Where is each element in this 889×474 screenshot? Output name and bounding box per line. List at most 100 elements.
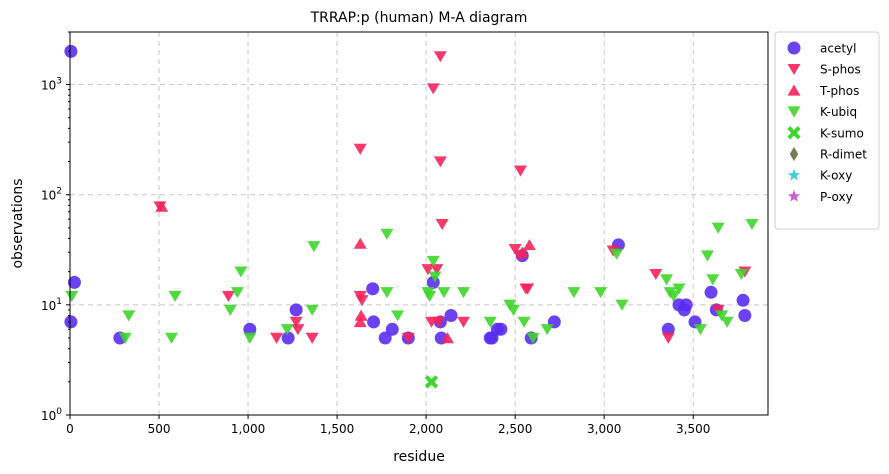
y-tick-label-exponent: 2 [56,187,62,197]
y-tick-label-base: 10 [41,299,56,313]
point-k-ubiq [118,332,132,344]
legend-marker-t-phos [787,84,801,96]
point-k-ubiq [745,218,759,231]
legend-marker-k-sumo [787,126,801,140]
point-s-phos [433,51,447,63]
point-s-phos [355,295,369,307]
point-k-ubiq [380,287,394,299]
point-acetyl [243,322,257,336]
point-s-phos [508,244,522,256]
point-k-ubiq [715,310,729,322]
point-k-ubiq [517,316,531,328]
chart-title: TRRAP:p (human) M-A diagram [310,10,528,26]
point-s-phos [435,218,449,231]
x-tick-label: 500 [148,422,171,436]
point-t-phos [440,332,454,344]
legend-marker-k-ubiq [787,106,801,118]
point-s-phos [433,156,447,168]
x-tick-label: 2,500 [498,422,532,436]
point-acetyl [67,275,81,289]
point-k-ubiq [615,299,629,311]
y-tick-label: 101 [41,297,62,313]
point-acetyl [64,44,78,58]
point-s-phos [432,316,446,328]
point-t-phos [515,246,529,258]
legend-label: K-sumo [820,126,864,140]
point-s-phos [711,304,725,316]
y-tick-label-exponent: 1 [56,297,62,307]
point-acetyl [679,298,693,312]
point-t-phos [155,200,169,212]
point-s-phos [289,316,303,328]
point-acetyl [738,309,752,323]
x-tick-label: 1,500 [320,422,354,436]
point-s-phos [457,316,471,328]
x-tick-label: 2,000 [409,422,443,436]
point-k-ubiq [437,287,451,299]
axis-ticks: 0 500 1,000 1,500 2,000 2,500 3,000 3,500100101… [41,31,710,436]
point-s-phos [421,264,435,276]
point-k-sumo [424,375,439,389]
point-acetyl [378,331,392,345]
point-s-phos [521,283,535,295]
y-tick-label-exponent: 0 [56,407,62,417]
legend-label: R-dimet [820,148,867,162]
point-acetyl [366,282,380,296]
point-k-ubiq [122,310,136,322]
point-acetyl [736,293,750,307]
point-k-ubiq [711,222,725,234]
point-k-ubiq [428,271,442,283]
point-k-ubiq [700,250,714,262]
point-acetyl [494,322,508,336]
y-tick-label-base: 10 [41,409,56,423]
point-k-ubiq [423,290,437,302]
legend-marker-r-dimet [789,146,799,162]
point-k-ubiq [280,324,294,336]
point-s-phos [305,332,319,344]
point-k-ubiq [230,287,244,299]
point-t-phos [522,239,536,251]
plot-area-frame [69,31,769,416]
point-k-ubiq [426,255,440,267]
point-t-phos [353,316,367,328]
point-k-ubiq [660,274,674,286]
point-acetyl [281,331,295,345]
legend-marker-k-oxy [787,168,801,181]
x-tick-label: 1,000 [231,422,265,436]
y-tick-label: 103 [41,77,62,93]
point-k-ubiq [164,332,178,344]
legend-label: K-ubiq [820,105,857,119]
point-k-ubiq [567,287,581,299]
point-k-ubiq [234,266,248,278]
legend-marker-p-oxy [787,189,801,202]
point-k-ubiq [380,228,394,240]
point-k-ubiq [526,332,540,344]
legend: acetyl S-phos T-phos K-ubiq K-sumo R-dimet K-o… [774,31,880,230]
y-tick-label: 100 [41,407,62,423]
point-acetyl [289,303,303,317]
legend-label: acetyl [820,42,856,56]
point-k-ubiq [506,304,520,316]
point-k-ubiq [168,290,182,302]
point-k-ubiq [307,241,321,253]
point-s-phos [430,264,444,276]
x-tick-label: 0 [66,422,74,436]
point-s-phos [291,324,305,336]
point-s-phos [661,332,675,344]
y-tick-label-base: 10 [41,189,56,203]
point-acetyl [385,322,399,336]
y-tick-label-exponent: 3 [56,77,62,87]
point-k-ubiq [540,324,554,336]
point-k-ubiq [672,283,686,295]
legend-label: T-phos [819,84,859,98]
point-k-ubiq [693,324,707,336]
point-k-ubiq [734,268,748,280]
legend-label: P-oxy [820,190,853,204]
point-s-phos [513,165,527,177]
legend-marker-s-phos [787,64,801,76]
legend-label: S-phos [820,63,861,77]
point-k-ubiq [391,310,405,322]
point-t-phos [353,237,367,249]
point-s-phos [401,332,415,344]
